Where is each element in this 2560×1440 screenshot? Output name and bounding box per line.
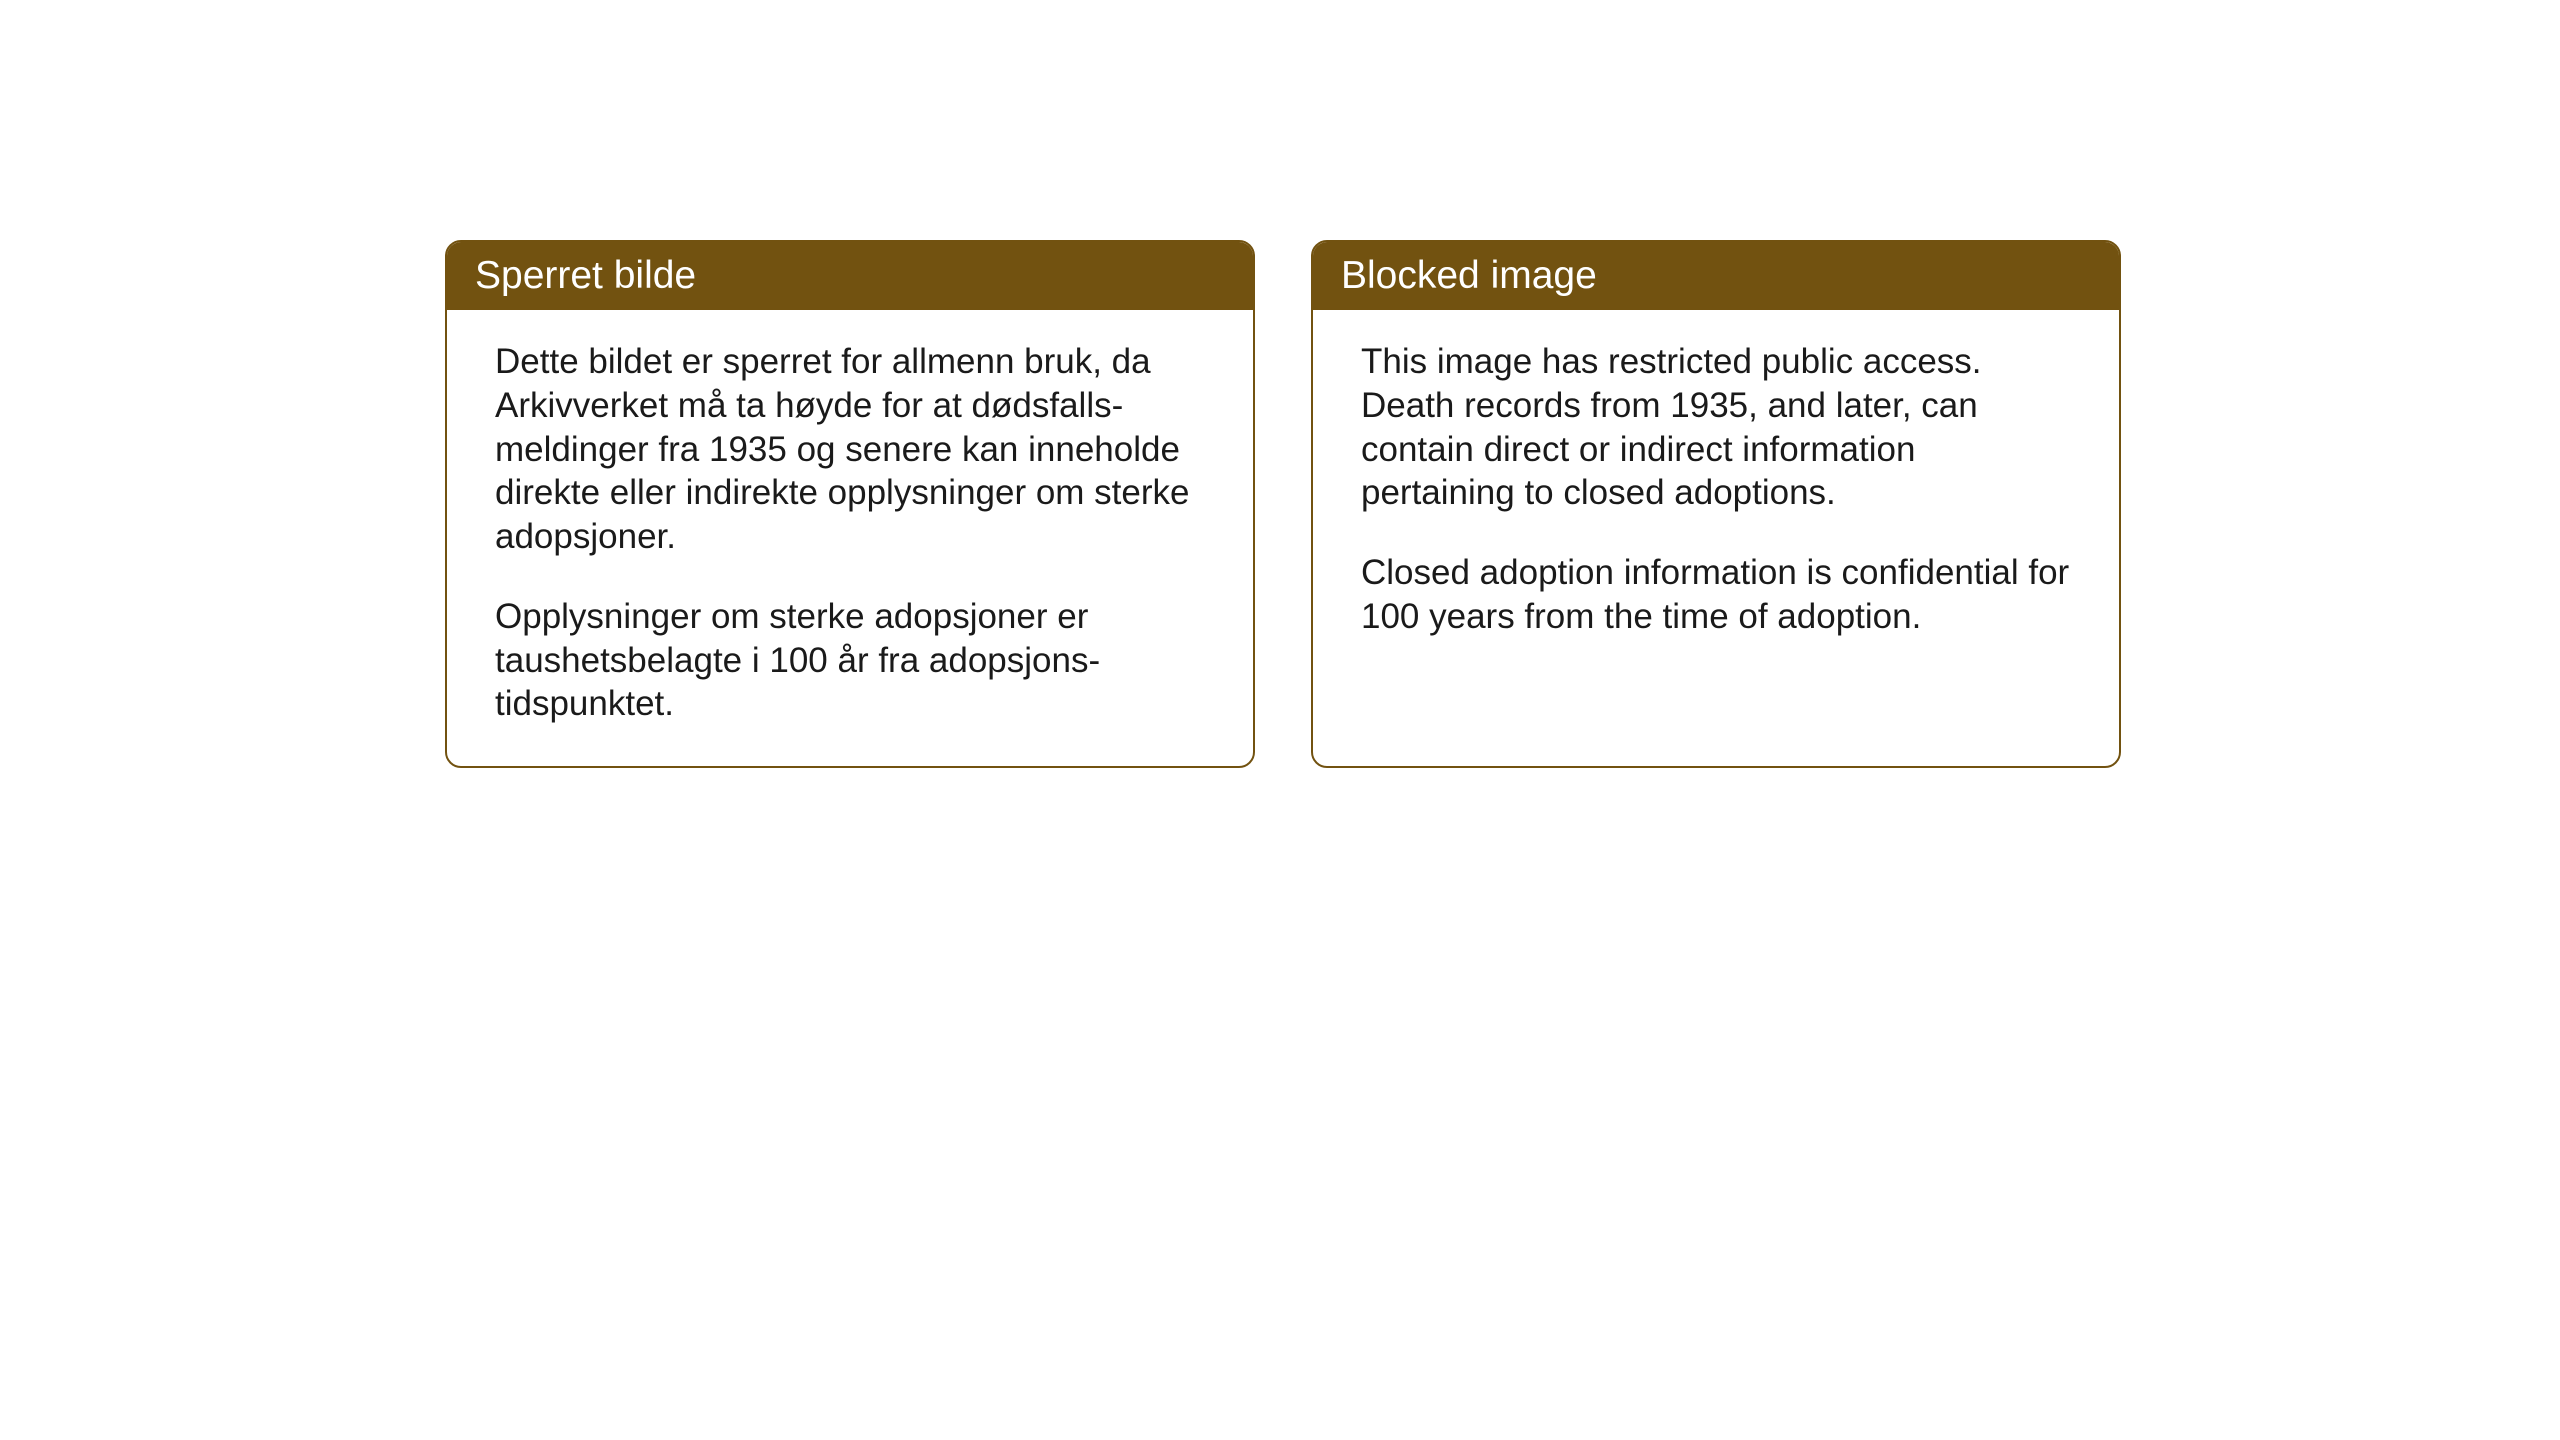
card-paragraph: Opplysninger om sterke adopsjoner er tau… — [495, 595, 1205, 726]
card-paragraph: This image has restricted public access.… — [1361, 340, 2071, 515]
card-header-norwegian: Sperret bilde — [447, 242, 1253, 310]
card-body-english: This image has restricted public access.… — [1313, 310, 2119, 679]
notice-card-norwegian: Sperret bilde Dette bildet er sperret fo… — [445, 240, 1255, 768]
card-body-norwegian: Dette bildet er sperret for allmenn bruk… — [447, 310, 1253, 766]
card-paragraph: Dette bildet er sperret for allmenn bruk… — [495, 340, 1205, 559]
notice-card-english: Blocked image This image has restricted … — [1311, 240, 2121, 768]
notice-cards-container: Sperret bilde Dette bildet er sperret fo… — [445, 240, 2121, 768]
card-title: Blocked image — [1341, 254, 1597, 297]
card-title: Sperret bilde — [475, 254, 696, 297]
card-paragraph: Closed adoption information is confident… — [1361, 551, 2071, 639]
card-header-english: Blocked image — [1313, 242, 2119, 310]
